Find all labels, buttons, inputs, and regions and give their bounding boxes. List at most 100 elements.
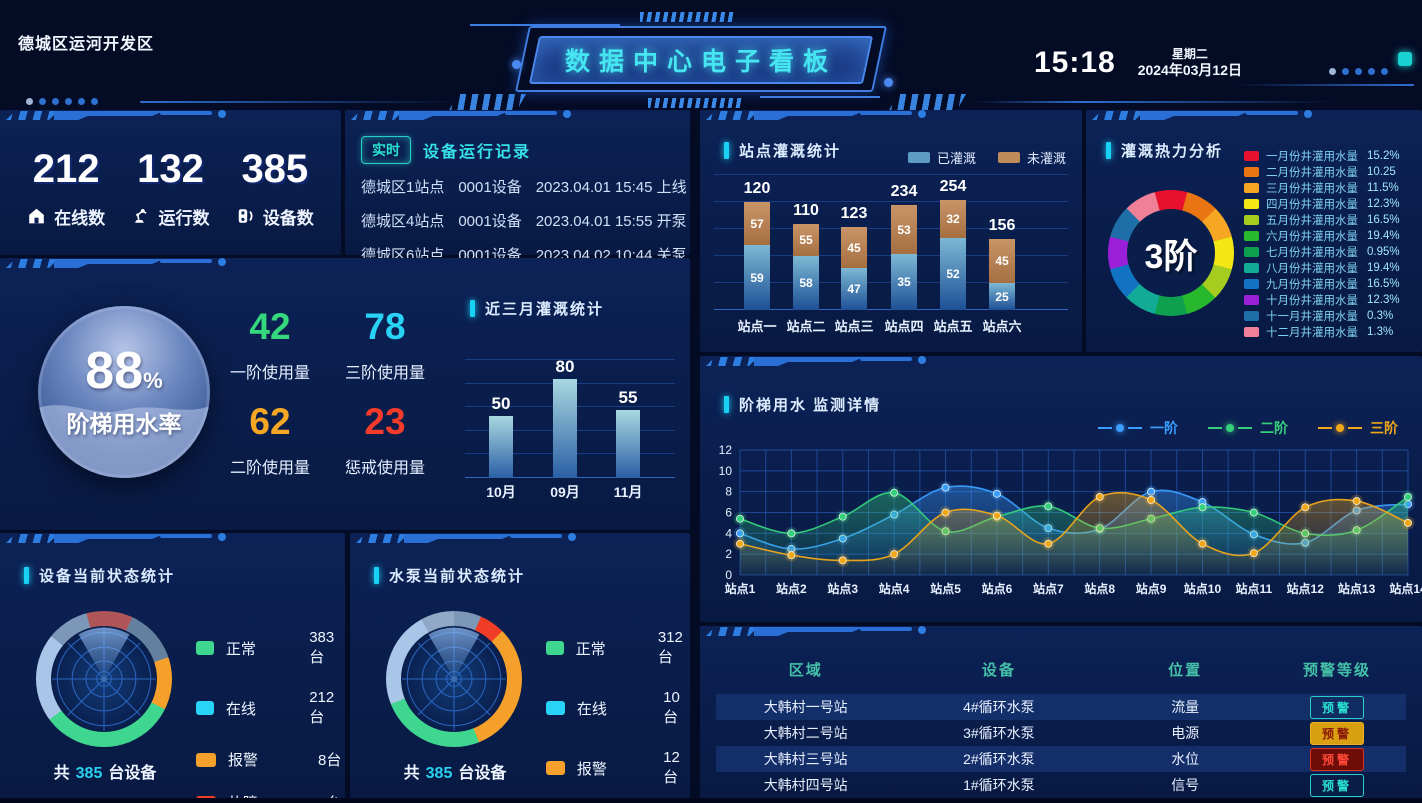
log-station: 德城区1站点 <box>361 179 445 196</box>
alarm-table-header: 区域 设备 位置 预警等级 <box>716 652 1406 686</box>
station-irrigation-legend[interactable]: 已灌溉 未灌溉 <box>907 148 1066 167</box>
device-status-ring[interactable] <box>36 611 172 747</box>
heat-legend-row[interactable]: 七月份井灌用水量 0.95% <box>1244 244 1416 260</box>
mini-bar[interactable]: 80 09月 <box>550 357 580 500</box>
pump-status-ring[interactable] <box>386 611 522 747</box>
legend-item[interactable]: 二阶 <box>1208 418 1288 438</box>
device-log-row[interactable]: 德城区1站点 0001设备 2023.04.01 15:45 上线 <box>361 176 687 197</box>
stacked-bar[interactable]: 47 45 123 站点三 <box>834 174 873 334</box>
banner-hatch-bottom <box>648 98 744 108</box>
device-status-legend[interactable]: 正常383台在线212台报警8台故障2台 <box>196 629 345 803</box>
panel-device-log: 实时 设备运行记录 德城区1站点 0001设备 2023.04.01 15:45 上… <box>345 110 690 264</box>
status-legend-row[interactable]: 在线 10台 <box>546 689 693 727</box>
legend-item[interactable]: 已灌溉 <box>907 148 976 167</box>
svg-text:站点10: 站点10 <box>1184 581 1222 596</box>
table-row[interactable]: 大韩村二号站 3#循环水泵 电源 预警 <box>716 720 1406 746</box>
svg-text:站点12: 站点12 <box>1287 581 1325 596</box>
heat-legend-row[interactable]: 九月份井灌用水量 16.5% <box>1244 276 1416 292</box>
header-line-left <box>140 101 460 103</box>
table-cell: 1#循环水泵 <box>963 777 1035 793</box>
bar-segment-not-irrigated: 55 <box>793 224 819 256</box>
heat-legend-row[interactable]: 四月份井灌用水量 12.3% <box>1244 196 1416 212</box>
legend-swatch <box>997 152 1020 163</box>
ladder-legend[interactable]: 一阶 二阶 三阶 <box>1098 418 1398 438</box>
stacked-bar[interactable]: 52 32 254 站点五 <box>933 174 972 334</box>
svg-text:0: 0 <box>725 568 732 582</box>
status-legend-row[interactable]: 正常 383台 <box>196 629 345 667</box>
status-legend-row[interactable]: 在线 212台 <box>196 689 345 727</box>
bar-segment-not-irrigated: 45 <box>841 227 867 268</box>
warning-badge[interactable]: 预警 <box>1309 747 1364 771</box>
warning-badge[interactable]: 预警 <box>1309 773 1364 797</box>
warning-badge[interactable]: 预警 <box>1309 721 1364 745</box>
log-time: 2023.04.01 15:55 开泵 <box>535 213 687 230</box>
heat-legend-row[interactable]: 十二月井灌用水量 1.3% <box>1244 324 1416 340</box>
legend-swatch <box>1244 263 1259 273</box>
heat-donut-chart[interactable]: 3阶 <box>1108 190 1234 316</box>
heat-legend-row[interactable]: 十月份井灌用水量 12.3% <box>1244 292 1416 308</box>
legend-swatch <box>907 152 930 163</box>
table-row[interactable]: 大韩村一号站 4#循环水泵 流量 预警 <box>716 694 1406 720</box>
heat-legend-row[interactable]: 二月份井灌用水量 10.25 <box>1244 164 1416 180</box>
bar-category-label: 站点一 <box>737 319 777 334</box>
legend-swatch <box>1244 327 1259 337</box>
legend-swatch <box>1244 183 1259 193</box>
bar-category-label: 站点三 <box>834 319 874 334</box>
stacked-bar[interactable]: 35 53 234 站点四 <box>884 174 923 334</box>
log-time: 2023.04.01 15:45 上线 <box>535 179 687 196</box>
panel-station-irrigation: 站点灌溉统计 已灌溉 未灌溉 59 57 120 站点一 58 55 110 站点二 47 45 12… <box>700 110 1082 352</box>
legend-swatch <box>196 641 214 655</box>
bar-category-label: 站点五 <box>933 319 973 334</box>
status-legend-row[interactable]: 报警 12台 <box>546 749 693 787</box>
panel-decoration <box>700 626 930 638</box>
panel-heat-analysis: 灌溉热力分析 3阶 一月份井灌用水量 15.2% 二月份井灌用水量 10.25 三月份井… <box>1086 110 1422 352</box>
stacked-bar[interactable]: 59 57 120 站点一 <box>737 174 776 334</box>
pump-status-legend[interactable]: 正常312台在线10台报警12台故障4台 <box>546 629 693 803</box>
heat-legend-row[interactable]: 六月份井灌用水量 19.4% <box>1244 228 1416 244</box>
bar-segment-not-irrigated: 45 <box>989 239 1015 283</box>
bar-total-label: 156 <box>988 217 1016 234</box>
heat-legend-row[interactable]: 一月份井灌用水量 15.2% <box>1244 148 1416 164</box>
heat-legend-row[interactable]: 三月份井灌用水量 11.5% <box>1244 180 1416 196</box>
svg-text:站点3: 站点3 <box>827 581 858 596</box>
mini-bar-label: 11月 <box>613 484 643 500</box>
table-row[interactable]: 大韩村四号站 1#循环水泵 信号 预警 <box>716 772 1406 798</box>
legend-item[interactable]: 未灌溉 <box>997 148 1066 167</box>
heat-legend-row[interactable]: 十一月井灌用水量 0.3% <box>1244 308 1416 324</box>
mini-bar-value: 50 <box>491 394 511 413</box>
heat-legend[interactable]: 一月份井灌用水量 15.2% 二月份井灌用水量 10.25 三月份井灌用水量 11.5% 四… <box>1244 148 1416 340</box>
table-cell: 水位 <box>1171 751 1200 767</box>
corner-square <box>1398 52 1412 66</box>
stacked-bar[interactable]: 25 45 156 站点六 <box>982 174 1021 334</box>
bar-total-label: 123 <box>840 205 868 222</box>
mini-bar[interactable]: 55 11月 <box>614 388 643 500</box>
svg-text:站点14: 站点14 <box>1389 581 1422 596</box>
stacked-bar[interactable]: 58 55 110 站点二 <box>786 174 825 334</box>
bar-total-label: 234 <box>890 183 918 200</box>
pump-status-title: 水泵当前状态统计 <box>374 565 525 586</box>
heat-legend-row[interactable]: 五月份井灌用水量 16.5% <box>1244 212 1416 228</box>
svg-text:站点13: 站点13 <box>1338 581 1376 596</box>
mini-bar-value: 80 <box>555 356 575 376</box>
legend-item[interactable]: 一阶 <box>1098 418 1178 438</box>
mini-bar[interactable]: 50 10月 <box>486 394 516 500</box>
device-log-row[interactable]: 德城区4站点 0001设备 2023.04.01 15:55 开泵 <box>361 210 687 231</box>
recent-irrigation-chart: 50 10月 80 09月 55 11月 <box>465 336 675 500</box>
legend-item[interactable]: 三阶 <box>1318 418 1398 438</box>
table-cell: 3#循环水泵 <box>963 725 1035 741</box>
device-log-title: 设备运行记录 <box>423 144 532 161</box>
station-irrigation-chart: 59 57 120 站点一 58 55 110 站点二 47 45 123 站点三 35 53 234 站点四… <box>714 174 1068 334</box>
warning-badge[interactable]: 预警 <box>1309 695 1364 719</box>
realtime-badge: 实时 <box>361 136 411 164</box>
recent-irrigation-title: 近三月灌溉统计 <box>470 298 604 319</box>
table-row[interactable]: 大韩村三号站 2#循环水泵 水位 预警 <box>716 746 1406 772</box>
column-header: 位置 <box>1168 661 1203 679</box>
banner-top-line <box>470 24 620 26</box>
heat-legend-row[interactable]: 八月份井灌用水量 19.4% <box>1244 260 1416 276</box>
bar-segment-irrigated: 35 <box>891 254 917 310</box>
status-legend-row[interactable]: 正常 312台 <box>546 629 693 667</box>
weekday-label: 星期二 <box>1171 46 1208 61</box>
banner-dot-right <box>884 78 893 87</box>
status-legend-row[interactable]: 报警 8台 <box>196 749 345 770</box>
